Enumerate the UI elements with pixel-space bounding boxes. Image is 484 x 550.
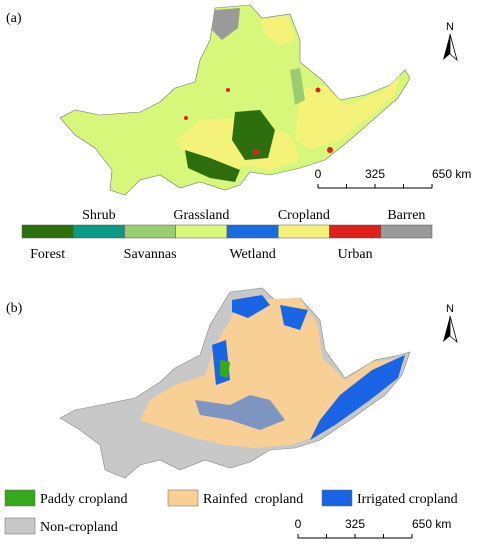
scale-label: 0 <box>315 167 322 181</box>
legend-label: Savannas <box>124 247 177 262</box>
legend-swatch <box>167 489 199 507</box>
legend-label: Grassland <box>173 208 229 223</box>
map-a <box>59 4 411 196</box>
panel-label: (b) <box>6 301 23 316</box>
legend-label: Barren <box>387 208 425 223</box>
north-label: N <box>446 303 454 315</box>
legend-swatch <box>329 224 381 239</box>
north-arrow <box>449 315 458 344</box>
legend-label: Wetland <box>229 247 275 262</box>
legend-swatch <box>4 489 36 507</box>
legend-label: Urban <box>338 247 373 262</box>
north-arrow <box>443 34 450 60</box>
scale-label: 650 km <box>412 517 451 531</box>
scale-label: 325 <box>345 517 365 531</box>
legend-label: Paddy cropland <box>40 492 127 507</box>
legend-swatch <box>175 224 228 239</box>
map-b <box>59 287 411 479</box>
scale-label: 325 <box>365 167 385 181</box>
north-label: N <box>446 21 454 33</box>
legend-swatch <box>4 517 36 535</box>
legend-swatch <box>226 224 279 239</box>
legend-swatch <box>321 489 353 507</box>
scale-label: 0 <box>295 517 302 531</box>
scale-label: 650 km <box>432 167 471 181</box>
legend-swatch <box>278 224 330 239</box>
legend-swatch <box>380 224 433 239</box>
north-arrow <box>449 33 458 62</box>
panel-label: (a) <box>6 11 22 26</box>
legend-label: Non-cropland <box>40 520 118 535</box>
north-arrow <box>443 316 450 342</box>
legend-swatch <box>124 224 176 239</box>
legend-swatch <box>21 224 74 239</box>
legend-label: Cropland <box>278 208 330 223</box>
legend-label: Irrigated cropland <box>357 492 458 507</box>
legend-label: Forest <box>30 247 65 262</box>
legend-swatch <box>73 224 125 239</box>
legend-label: Shrub <box>82 208 115 223</box>
legend-label: Rainfed cropland <box>203 492 303 507</box>
